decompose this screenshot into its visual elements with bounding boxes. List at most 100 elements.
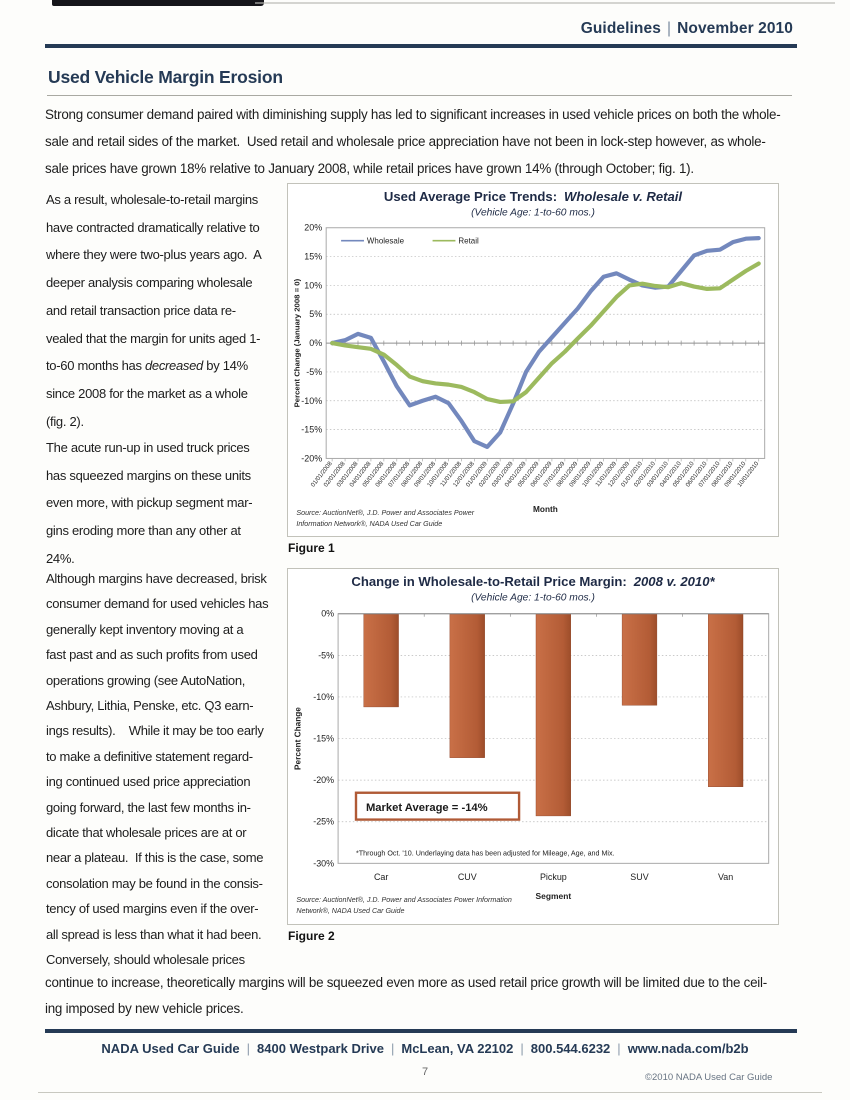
text-line: tency of used margins even if the over- — [46, 901, 259, 917]
text-line: fast past and as such profits from used — [46, 647, 258, 663]
series-line-wholesale — [330, 236, 761, 449]
figure2-bar-chart: Change in Wholesale-to-Retail Price Marg… — [288, 569, 778, 924]
legend: Wholesale Retail — [341, 236, 479, 245]
text-line: The acute run-up in used truck prices — [46, 440, 250, 455]
footer-separator: | — [246, 1041, 251, 1056]
closing-paragraph: continue to increase, theoretically marg… — [45, 970, 767, 1022]
chart-footnote: *Through Oct. '10. Underlaying data has … — [356, 849, 615, 857]
bar-car — [363, 614, 399, 708]
y-tick-label: -20% — [313, 775, 334, 785]
y-tick-label: -15% — [313, 734, 334, 744]
footer-item: NADA Used Car Guide — [101, 1041, 240, 1056]
text-line: consumer demand for used vehicles has — [46, 596, 269, 612]
source-note: Network®, NADA Used Car Guide — [296, 907, 404, 915]
text-line: sale and retail sides of the market. Use… — [45, 134, 766, 149]
footer-rule — [45, 1029, 797, 1033]
chart-title: Change in Wholesale-to-Retail Price Marg… — [351, 574, 715, 589]
market-average-box — [354, 791, 521, 821]
footer-item: 800.544.6232 — [530, 1041, 611, 1056]
page-number: 7 — [421, 1066, 429, 1078]
text-line: to make a definitive statement regard- — [46, 748, 253, 764]
text-line: to-60 months has decreased by 14% — [46, 352, 262, 380]
y-tick-label: 10% — [304, 280, 322, 290]
x-axis-title: Month — [533, 505, 558, 514]
text-line: has squeezed margins on these units — [46, 467, 251, 483]
text-line: deeper analysis comparing wholesale — [46, 275, 253, 291]
y-tick-label: 20% — [304, 223, 322, 233]
legend-label-wholesale: Wholesale — [367, 236, 405, 245]
bar-suv — [621, 614, 658, 706]
header-publication: Guidelines — [580, 20, 661, 37]
text-line: vealed that the margin for units aged 1- — [46, 330, 261, 346]
left-column-paragraph-1: As a result, wholesale-to-retail margins… — [46, 186, 262, 435]
y-tick-label: -10% — [301, 396, 322, 406]
copyright-notice: ©2010 NADA Used Car Guide — [645, 1072, 773, 1083]
text-line: going forward, the last few months in- — [46, 799, 251, 815]
text-line: and retail transaction price data re- — [46, 302, 236, 318]
text-line: ings results). While it may be too early — [46, 723, 264, 739]
category-label: Car — [374, 872, 388, 882]
left-column-paragraph-3: Although margins have decreased, brisk co… — [46, 566, 269, 973]
source-note: Source: AuctionNet®, J.D. Power and Asso… — [296, 509, 474, 517]
text-line: Ashbury, Lithia, Penske, etc. Q3 earn- — [46, 698, 254, 714]
text-line: consolation may be found in the consis- — [46, 875, 263, 891]
text-line: 24%. — [46, 550, 75, 566]
footer-separator: | — [617, 1041, 621, 1056]
figure1-line-chart: Used Average Price Trends: Wholesale v. R… — [288, 184, 778, 536]
y-tick-label: -5% — [318, 650, 334, 660]
footer-item: McLean, VA 22102 — [401, 1041, 514, 1056]
y-tick-label: -15% — [301, 425, 322, 435]
figure2-box: Change in Wholesale-to-Retail Price Marg… — [287, 568, 779, 925]
header-issue-date: November 2010 — [677, 20, 793, 37]
text-line: near a plateau. If this is the case, som… — [46, 850, 264, 866]
y-tick-label: -25% — [313, 817, 334, 827]
title-underline — [47, 95, 792, 96]
text-line: gins eroding more than any other at — [46, 523, 241, 539]
text-line: even more, with pickup segment mar- — [46, 495, 253, 511]
left-column-paragraph-2: The acute run-up in used truck prices has… — [46, 434, 253, 573]
text-line: have contracted dramatically relative to — [46, 219, 260, 235]
text-line: sale prices have grown 18% relative to J… — [45, 161, 694, 176]
header-rule — [45, 44, 797, 48]
y-axis-title: Percent Change — [293, 707, 302, 770]
text-line: generally kept inventory moving at a — [46, 621, 244, 637]
article-title: Used Vehicle Margin Erosion — [48, 67, 283, 87]
y-tick-label: -10% — [313, 692, 334, 702]
emphasized-text: decreased — [144, 358, 203, 374]
text-segment: by 14% — [202, 358, 248, 374]
category-label: CUV — [458, 872, 477, 882]
text-line: since 2008 for the market as a whole — [46, 385, 248, 401]
category-label: Van — [718, 872, 733, 882]
category-label: Pickup — [540, 872, 567, 882]
footer-separator: | — [390, 1041, 395, 1056]
bar-cuv — [449, 614, 485, 758]
chart-subtitle: (Vehicle Age: 1-to-60 mos.) — [471, 592, 595, 603]
source-note: Information Network®, NADA Used Car Guid… — [296, 520, 442, 528]
text-line: ing imposed by new vehicle prices. — [45, 1001, 244, 1016]
y-axis: 0% -5% -10% -15% -20% -25% -30% — [313, 609, 769, 868]
bar-van — [708, 614, 744, 787]
figure1-caption: Figure 1 — [288, 541, 335, 555]
chart-subtitle: (Vehicle Age: 1-to-60 mos.) — [471, 207, 595, 218]
y-tick-label: 5% — [309, 309, 322, 319]
figure2-caption: Figure 2 — [288, 929, 335, 943]
text-line: dicate that wholesale prices are at or — [46, 825, 247, 841]
text-line: operations growing (see AutoNation, — [46, 672, 246, 688]
chart-title: Used Average Price Trends: Wholesale v. R… — [384, 189, 683, 204]
source-note: Source: AuctionNet®, J.D. Power and Asso… — [296, 896, 512, 904]
footer-item: 8400 Westpark Drive — [257, 1041, 384, 1056]
y-tick-label: -20% — [301, 453, 322, 463]
intro-paragraph: Strong consumer demand paired with dimin… — [45, 101, 781, 182]
figure1-box: Used Average Price Trends: Wholesale v. R… — [287, 183, 779, 537]
y-tick-label: 0% — [321, 609, 334, 619]
chart-background — [288, 569, 778, 924]
series-line-retail — [330, 261, 761, 405]
x-axis: 01/01/200802/01/200803/01/200804/01/2008… — [310, 460, 760, 488]
y-tick-label: 15% — [304, 252, 322, 262]
text-line: Strong consumer demand paired with dimin… — [45, 107, 781, 122]
text-line: Although margins have decreased, brisk — [46, 571, 267, 586]
header-separator: | — [666, 20, 672, 37]
footer-contact-line: NADA Used Car Guide | 8400 Westpark Drive |… — [0, 1041, 850, 1056]
x-axis-title: Segment — [536, 891, 572, 901]
